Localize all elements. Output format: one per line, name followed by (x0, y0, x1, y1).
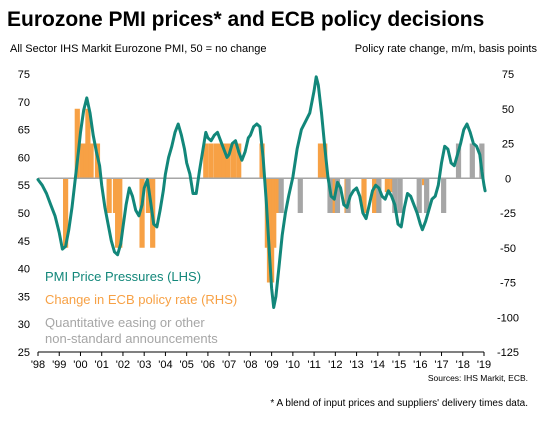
qe-bar (278, 178, 284, 213)
qe-bar (392, 178, 398, 213)
ecb-rate-bar (372, 178, 378, 213)
ecb-rate-bar (80, 143, 86, 179)
x-tick-label: '99 (52, 359, 66, 371)
x-tick-label: '19 (477, 359, 491, 371)
legend-ecb: Change in ECB policy rate (RHS) (45, 292, 237, 307)
qe-bar (334, 178, 341, 213)
qe-bar (345, 178, 351, 213)
footnote: * A blend of input prices and suppliers'… (270, 398, 528, 409)
left-tick-label: 40 (18, 264, 30, 276)
legend-qe-line2: non-standard announcements (45, 331, 218, 346)
chart-title: Eurozone PMI prices* and ECB policy deci… (7, 8, 484, 31)
x-tick-label: '04 (158, 359, 172, 371)
x-tick-label: '14 (371, 359, 385, 371)
ecb-rate-bar (203, 143, 209, 179)
x-tick-label: '16 (413, 359, 427, 371)
right-tick-label: -75 (500, 278, 516, 290)
qe-bar (455, 143, 462, 179)
left-axis-label: All Sector IHS Markit Eurozone PMI, 50 =… (10, 43, 267, 55)
x-tick-label: '10 (286, 359, 300, 371)
left-axis: 75 70 65 60 55 50 45 40 35 30 25 (18, 69, 30, 359)
ecb-rate-bar (384, 178, 390, 193)
legend-qe-line1: Quantitative easing or other (45, 315, 205, 330)
left-tick-label: 25 (18, 347, 30, 359)
left-tick-label: 55 (18, 180, 30, 192)
left-tick-label: 50 (18, 208, 30, 220)
qe-bar (416, 178, 422, 213)
ecb-rate-bar (361, 178, 367, 213)
right-tick-label: -125 (497, 347, 519, 359)
x-tick-label: '03 (137, 359, 151, 371)
qe-bar (376, 178, 382, 213)
left-tick-label: 35 (18, 291, 30, 303)
x-tick-label: '09 (264, 359, 278, 371)
right-tick-label: 0 (505, 173, 511, 185)
right-tick-label: 75 (502, 69, 514, 81)
left-tick-label: 75 (18, 69, 30, 81)
ecb-rate-bar (230, 143, 236, 179)
ecb-rate-bar (216, 143, 223, 179)
x-tick-label: '18 (456, 359, 470, 371)
ecb-rate-bar (213, 143, 219, 179)
right-tick-label: 25 (502, 139, 514, 151)
right-tick-label: -100 (497, 312, 519, 324)
qe-bar (424, 178, 430, 213)
x-tick-label: '98 (31, 359, 45, 371)
left-tick-label: 60 (18, 152, 30, 164)
qe-bar (469, 143, 475, 179)
x-tick-label: '02 (116, 359, 130, 371)
ecb-rate-bar (317, 143, 324, 179)
x-tick-label: '00 (73, 359, 87, 371)
x-tick-label: '12 (328, 359, 342, 371)
right-tick-label: -50 (500, 243, 516, 255)
left-tick-label: 70 (18, 97, 30, 109)
x-tick-label: '15 (392, 359, 406, 371)
x-tick-label: '13 (349, 359, 363, 371)
ecb-rate-bar (85, 108, 91, 179)
left-tick-label: 65 (18, 125, 30, 137)
ecb-rate-bar (88, 143, 94, 179)
ecb-rate-bar (63, 178, 69, 248)
ecb-rate-bar (221, 143, 227, 179)
x-tick-label: '07 (222, 359, 236, 371)
right-tick-label: -25 (500, 208, 516, 220)
qe-bar (397, 178, 403, 213)
x-tick-label: '05 (179, 359, 193, 371)
x-tick-label: '17 (434, 359, 448, 371)
pmi-price-line (36, 75, 487, 309)
legend-pmi: PMI Price Pressures (LHS) (45, 269, 201, 284)
x-axis: '98 '99 '00 '01 '02 '03 '04 '05 '06 '07 '08 '09 '10 '… (31, 352, 491, 371)
x-tick-label: '08 (243, 359, 257, 371)
ecb-rate-bar (139, 178, 145, 248)
right-tick-label: 50 (502, 104, 514, 116)
ecb-rate-bar (225, 143, 231, 179)
qe-bar (441, 178, 447, 213)
x-tick-label: '01 (95, 359, 109, 371)
x-tick-label: '11 (307, 359, 321, 371)
ecb-rate-bar (74, 108, 80, 179)
left-tick-label: 45 (18, 236, 30, 248)
right-axis-label: Policy rate change, m/m, basis points (355, 43, 538, 55)
ecb-rate-bar (271, 178, 277, 248)
ecb-rate-bar (236, 143, 242, 179)
qe-bar (297, 178, 303, 213)
ecb-rate-bar (208, 143, 214, 179)
x-tick-label: '06 (201, 359, 215, 371)
right-axis: 75 50 25 0 -25 -50 -75 -100 -125 (497, 69, 519, 359)
ecb-rate-bar (117, 178, 123, 248)
left-tick-label: 30 (18, 319, 30, 331)
ecb-rate-bar (322, 143, 328, 179)
source-note: Sources: IHS Markit, ECB. (428, 373, 528, 383)
ecb-rate-bar (106, 178, 112, 213)
